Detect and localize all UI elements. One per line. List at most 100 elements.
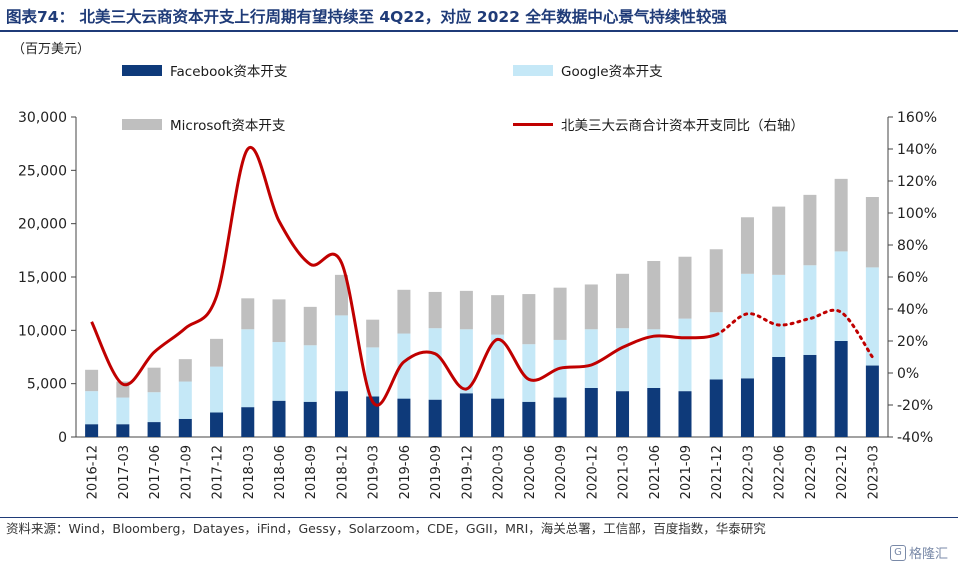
microsoft-bar <box>272 299 286 343</box>
x-tick-label: 2022-06 <box>773 445 788 499</box>
x-tick-label: 2020-09 <box>554 445 569 499</box>
facebook-bar <box>772 357 786 437</box>
google-bar <box>740 273 754 379</box>
facebook-bar <box>459 393 473 437</box>
microsoft-bar <box>85 369 99 392</box>
google-bar <box>366 347 380 397</box>
microsoft-bar <box>772 206 786 275</box>
microsoft-bar <box>647 261 661 330</box>
chart-canvas: 0 5,000 10,000 15,000 20,000 25,000 30,000 -40%… <box>18 110 937 499</box>
x-tick-label: 2021-12 <box>710 445 725 499</box>
legend-google-label: Google资本开支 <box>561 64 663 80</box>
microsoft-bar <box>709 249 723 313</box>
google-bar <box>647 329 661 388</box>
google-bar <box>397 333 411 399</box>
microsoft-bar <box>865 197 879 268</box>
facebook-bar <box>147 422 161 437</box>
microsoft-bar <box>397 289 411 334</box>
google-bar <box>147 392 161 423</box>
microsoft-bar <box>459 290 473 330</box>
legend-google: Google资本开支 <box>513 60 663 80</box>
x-tick-label: 2022-03 <box>741 445 756 499</box>
legend-yoy-label: 北美三大云商合计资本开支同比（右轴） <box>561 118 804 134</box>
microsoft-bar <box>616 273 630 329</box>
google-bar <box>772 274 786 357</box>
right-tick-label: 20% <box>897 334 928 350</box>
x-tick-label: 2017-06 <box>148 445 163 499</box>
legend-facebook-label: Facebook资本开支 <box>170 64 288 80</box>
legend-microsoft: Microsoft资本开支 <box>122 114 285 134</box>
x-tick-label: 2022-12 <box>835 445 850 499</box>
right-tick-label: 60% <box>897 270 928 286</box>
microsoft-bar <box>553 287 567 340</box>
google-bar <box>210 366 224 413</box>
left-tick-label: 0 <box>58 430 67 446</box>
facebook-bar <box>116 424 130 437</box>
x-tick-label: 2017-09 <box>179 445 194 499</box>
left-tick-label: 15,000 <box>18 270 67 286</box>
right-tick-label: 140% <box>897 142 937 158</box>
microsoft-bar <box>584 284 598 330</box>
facebook-bar <box>834 341 848 437</box>
x-tick-label: 2017-03 <box>117 445 132 499</box>
google-bar <box>178 381 192 419</box>
facebook-bar <box>522 401 536 437</box>
left-tick-label: 20,000 <box>18 217 67 233</box>
right-tick-label: 0% <box>897 366 919 382</box>
google-bar <box>616 328 630 392</box>
left-tick-label: 30,000 <box>18 110 67 126</box>
footer-rule <box>0 517 958 518</box>
legend-google-swatch <box>513 64 553 76</box>
facebook-bar <box>616 391 630 437</box>
yoy-line-solid <box>90 145 717 407</box>
facebook-bar <box>491 398 505 437</box>
microsoft-bar <box>491 295 505 335</box>
google-bar <box>491 334 505 399</box>
right-tick-label: 40% <box>897 302 928 318</box>
facebook-bar <box>803 354 817 437</box>
x-tick-label: 2022-09 <box>804 445 819 499</box>
left-tick-label: 25,000 <box>18 163 67 179</box>
x-tick-label: 2023-03 <box>866 445 881 499</box>
legend-facebook: Facebook资本开支 <box>122 60 287 80</box>
google-bar <box>803 265 817 355</box>
facebook-bar <box>865 365 879 437</box>
microsoft-bar <box>334 274 348 316</box>
google-bar <box>334 315 348 392</box>
x-tick-label: 2019-12 <box>460 445 475 499</box>
facebook-bar <box>553 397 567 437</box>
unit-label: （百万美元） <box>12 42 91 57</box>
x-tick-label: 2020-06 <box>523 445 538 499</box>
google-bar <box>522 344 536 402</box>
right-tick-label: -40% <box>897 430 933 446</box>
chart-title: 图表74： 北美三大云商资本开支上行周期有望持续至 4Q22，对应 2022 全… <box>6 8 727 26</box>
facebook-bar <box>428 399 442 437</box>
watermark: G 格隆汇 <box>889 543 948 562</box>
x-tick-label: 2020-12 <box>585 445 600 499</box>
x-tick-label: 2021-06 <box>648 445 663 499</box>
facebook-bar <box>272 400 286 437</box>
google-bar <box>241 329 255 408</box>
legend-yoy: 北美三大云商合计资本开支同比（右轴） <box>513 114 804 134</box>
microsoft-bar <box>178 359 192 382</box>
facebook-bar <box>740 378 754 437</box>
right-tick-label: 100% <box>897 206 937 222</box>
google-bar <box>85 391 99 425</box>
right-tick-label: -20% <box>897 398 933 414</box>
microsoft-bar <box>834 178 848 252</box>
x-tick-label: 2016-12 <box>86 445 101 499</box>
microsoft-bar <box>366 319 380 348</box>
facebook-bar <box>678 391 692 437</box>
x-tick-label: 2020-03 <box>492 445 507 499</box>
legend-yoy-swatch <box>513 122 553 126</box>
left-tick-label: 10,000 <box>18 323 67 339</box>
x-tick-label: 2019-09 <box>429 445 444 499</box>
right-tick-label: 160% <box>897 110 937 126</box>
facebook-bar <box>647 387 661 437</box>
x-tick-label: 2019-06 <box>398 445 413 499</box>
facebook-bar <box>709 379 723 437</box>
x-tick-label: 2018-12 <box>335 445 350 499</box>
watermark-logo-icon: G <box>889 544 906 561</box>
legend-facebook-swatch <box>122 64 162 76</box>
google-bar <box>865 267 879 366</box>
